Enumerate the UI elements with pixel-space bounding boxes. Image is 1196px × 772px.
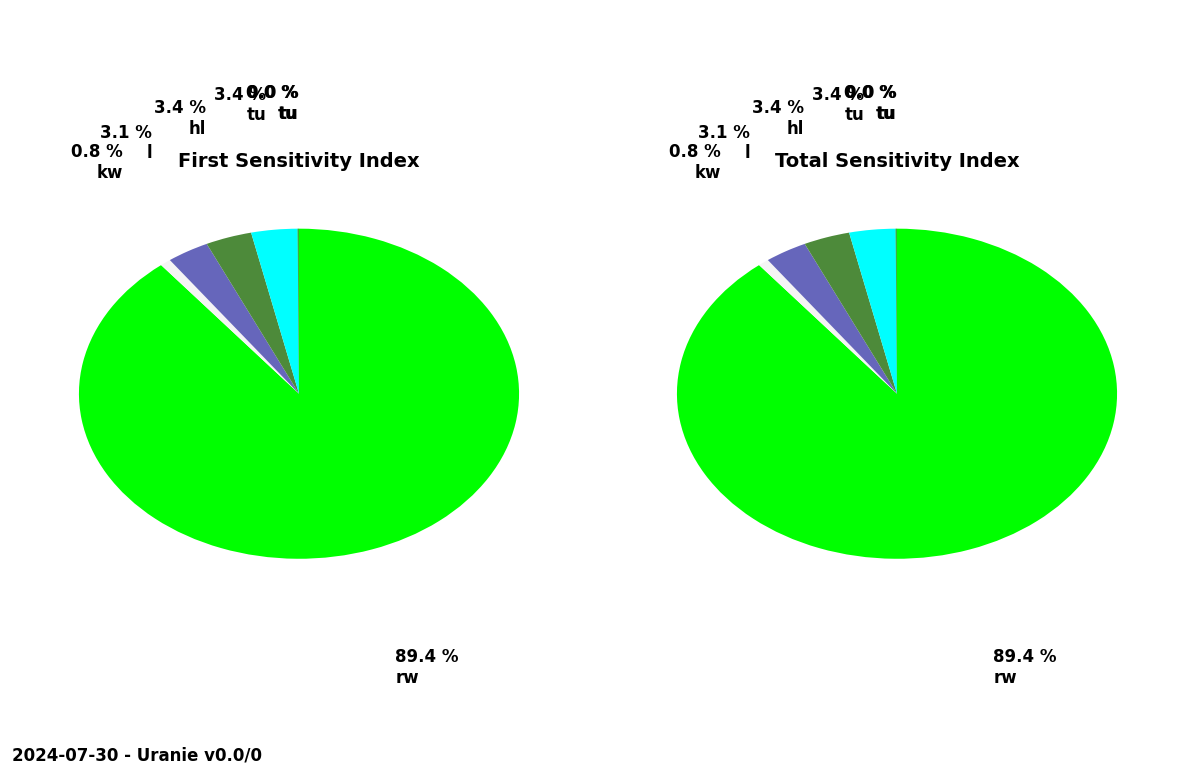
Wedge shape bbox=[805, 232, 897, 394]
Text: 3.1 %
l: 3.1 % l bbox=[698, 124, 750, 162]
Wedge shape bbox=[161, 260, 299, 394]
Wedge shape bbox=[849, 229, 897, 394]
Text: 3.4 %
tu: 3.4 % tu bbox=[214, 86, 267, 124]
Wedge shape bbox=[298, 229, 299, 394]
Wedge shape bbox=[251, 229, 299, 394]
Text: 2024-07-30 - Uranie v0.0/0: 2024-07-30 - Uranie v0.0/0 bbox=[12, 747, 262, 764]
Title: Total Sensitivity Index: Total Sensitivity Index bbox=[775, 151, 1019, 171]
Text: 89.4 %
rw: 89.4 % rw bbox=[994, 648, 1057, 687]
Text: 3.4 %
hl: 3.4 % hl bbox=[752, 99, 804, 138]
Wedge shape bbox=[677, 229, 1117, 559]
Text: 0.0 %
tu: 0.0 % tu bbox=[844, 84, 897, 123]
Text: 0.0 %
tu: 0.0 % tu bbox=[246, 84, 298, 123]
Text: 0.0 %
tu: 0.0 % tu bbox=[246, 84, 299, 123]
Text: 3.4 %
hl: 3.4 % hl bbox=[154, 99, 206, 138]
Wedge shape bbox=[207, 232, 299, 394]
Text: 3.4 %
tu: 3.4 % tu bbox=[812, 86, 865, 124]
Wedge shape bbox=[896, 229, 897, 394]
Text: 0.8 %
kw: 0.8 % kw bbox=[669, 144, 721, 182]
Text: 0.8 %
kw: 0.8 % kw bbox=[71, 144, 123, 182]
Text: 0.0 %
tu: 0.0 % tu bbox=[844, 84, 896, 123]
Wedge shape bbox=[759, 260, 897, 394]
Wedge shape bbox=[170, 244, 299, 394]
Text: 89.4 %
rw: 89.4 % rw bbox=[396, 648, 459, 687]
Text: 3.1 %
l: 3.1 % l bbox=[100, 124, 152, 162]
Wedge shape bbox=[79, 229, 519, 559]
Title: First Sensitivity Index: First Sensitivity Index bbox=[178, 151, 420, 171]
Wedge shape bbox=[768, 244, 897, 394]
